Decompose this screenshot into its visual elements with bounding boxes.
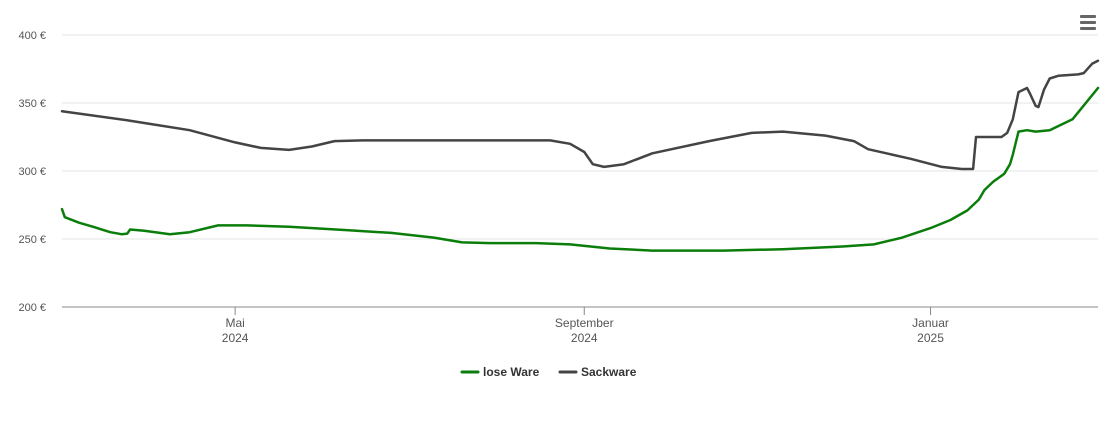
x-tick-label: Mai xyxy=(225,316,244,330)
x-tick-label: Januar xyxy=(912,316,949,330)
grid-lines xyxy=(62,34,1098,240)
x-tick-year: 2024 xyxy=(571,331,598,345)
y-axis-ticks: 200 € 250 € 300 € 350 € 400 € xyxy=(18,30,46,314)
series-lines xyxy=(60,59,1100,252)
legend-label: lose Ware xyxy=(483,365,540,379)
series-line xyxy=(60,59,1100,171)
y-tick-label: 400 € xyxy=(18,30,46,42)
legend-label: Sackware xyxy=(581,365,637,379)
x-tick-year: 2024 xyxy=(222,331,249,345)
y-tick-label: 200 € xyxy=(18,302,46,314)
y-tick-label: 300 € xyxy=(18,166,46,178)
x-tick-label: September xyxy=(555,316,614,330)
legend[interactable]: lose Ware Sackware xyxy=(460,365,637,379)
menu-bar xyxy=(1080,15,1096,18)
y-tick-label: 350 € xyxy=(18,98,46,110)
series-line xyxy=(60,86,1100,252)
y-tick-label: 250 € xyxy=(18,234,46,246)
menu-icon[interactable] xyxy=(1076,12,1100,34)
menu-bar xyxy=(1080,27,1096,30)
menu-bar xyxy=(1080,21,1096,24)
x-tick-year: 2025 xyxy=(917,331,944,345)
